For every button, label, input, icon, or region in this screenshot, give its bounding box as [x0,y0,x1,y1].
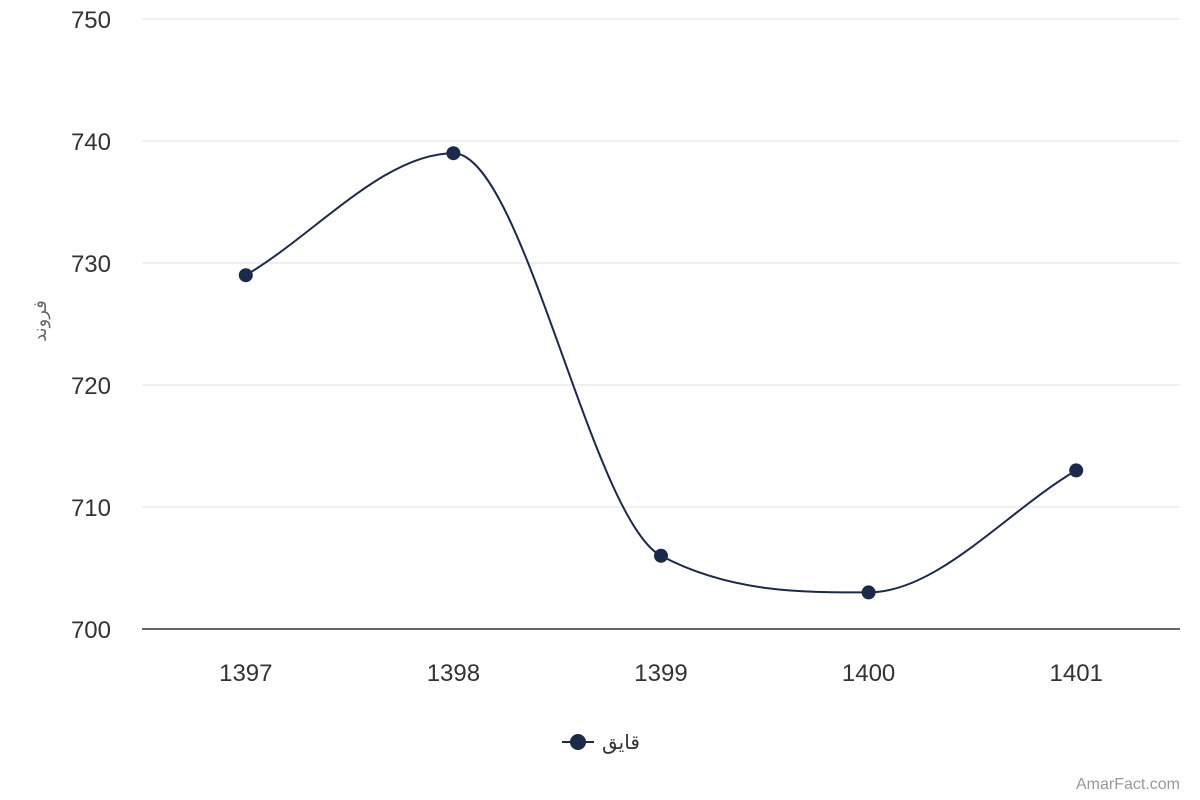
grid-lines [142,18,1180,508]
y-tick-label: 700 [71,617,111,644]
y-tick-label: 710 [71,495,111,522]
series-line [245,152,1077,594]
data-point [238,268,253,283]
y-tick-label: 750 [71,7,111,34]
x-axis-ticks: 1397 1398 1399 1400 1401 [219,660,1103,687]
x-tick-label: 1401 [1050,660,1103,687]
y-tick-label: 730 [71,251,111,278]
x-tick-label: 1399 [634,660,687,687]
y-axis-title: فروند [30,300,51,342]
series-points [238,146,1084,600]
y-tick-label: 720 [71,373,111,400]
x-tick-label: 1400 [842,660,895,687]
data-point [861,585,876,600]
x-tick-label: 1397 [219,660,272,687]
y-tick-label: 740 [71,129,111,156]
legend-marker [570,734,586,750]
y-axis-ticks: 700 710 720 730 740 750 [71,7,111,644]
credit-text[interactable]: AmarFact.com [1076,776,1180,793]
data-point [446,146,461,161]
x-tick-label: 1398 [427,660,480,687]
data-point [1069,463,1084,478]
legend-label: قایق [602,730,640,754]
legend[interactable]: قایق [562,730,640,754]
data-point [654,548,668,563]
